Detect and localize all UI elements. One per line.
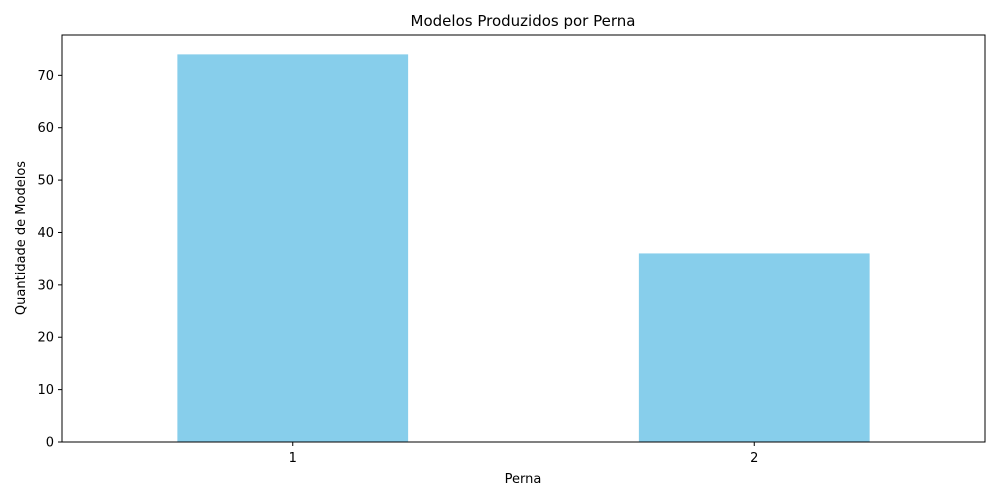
y-tick-label: 40	[37, 226, 54, 241]
plot-frame	[61, 34, 986, 443]
bar-1	[177, 54, 409, 442]
y-tick-label: 50	[37, 174, 54, 189]
y-tick-label: 70	[37, 69, 54, 84]
bar-2	[638, 253, 870, 442]
y-tick-label: 0	[46, 436, 54, 451]
y-tick-label: 10	[37, 383, 54, 398]
x-axis-label: Perna	[505, 472, 542, 487]
chart-title: Modelos Produzidos por Perna	[411, 12, 636, 30]
axes	[61, 34, 986, 443]
y-tick-label: 60	[37, 121, 54, 136]
bars	[177, 54, 870, 442]
y-tick-label: 30	[37, 278, 54, 293]
y-tick-label: 20	[37, 331, 54, 346]
x-tick-label: 2	[750, 451, 758, 466]
y-axis-label: Quantidade de Modelos	[14, 161, 29, 315]
x-tick-label: 1	[289, 451, 297, 466]
y-ticks: 0 10 20 30 40 50 60 70	[37, 69, 62, 451]
